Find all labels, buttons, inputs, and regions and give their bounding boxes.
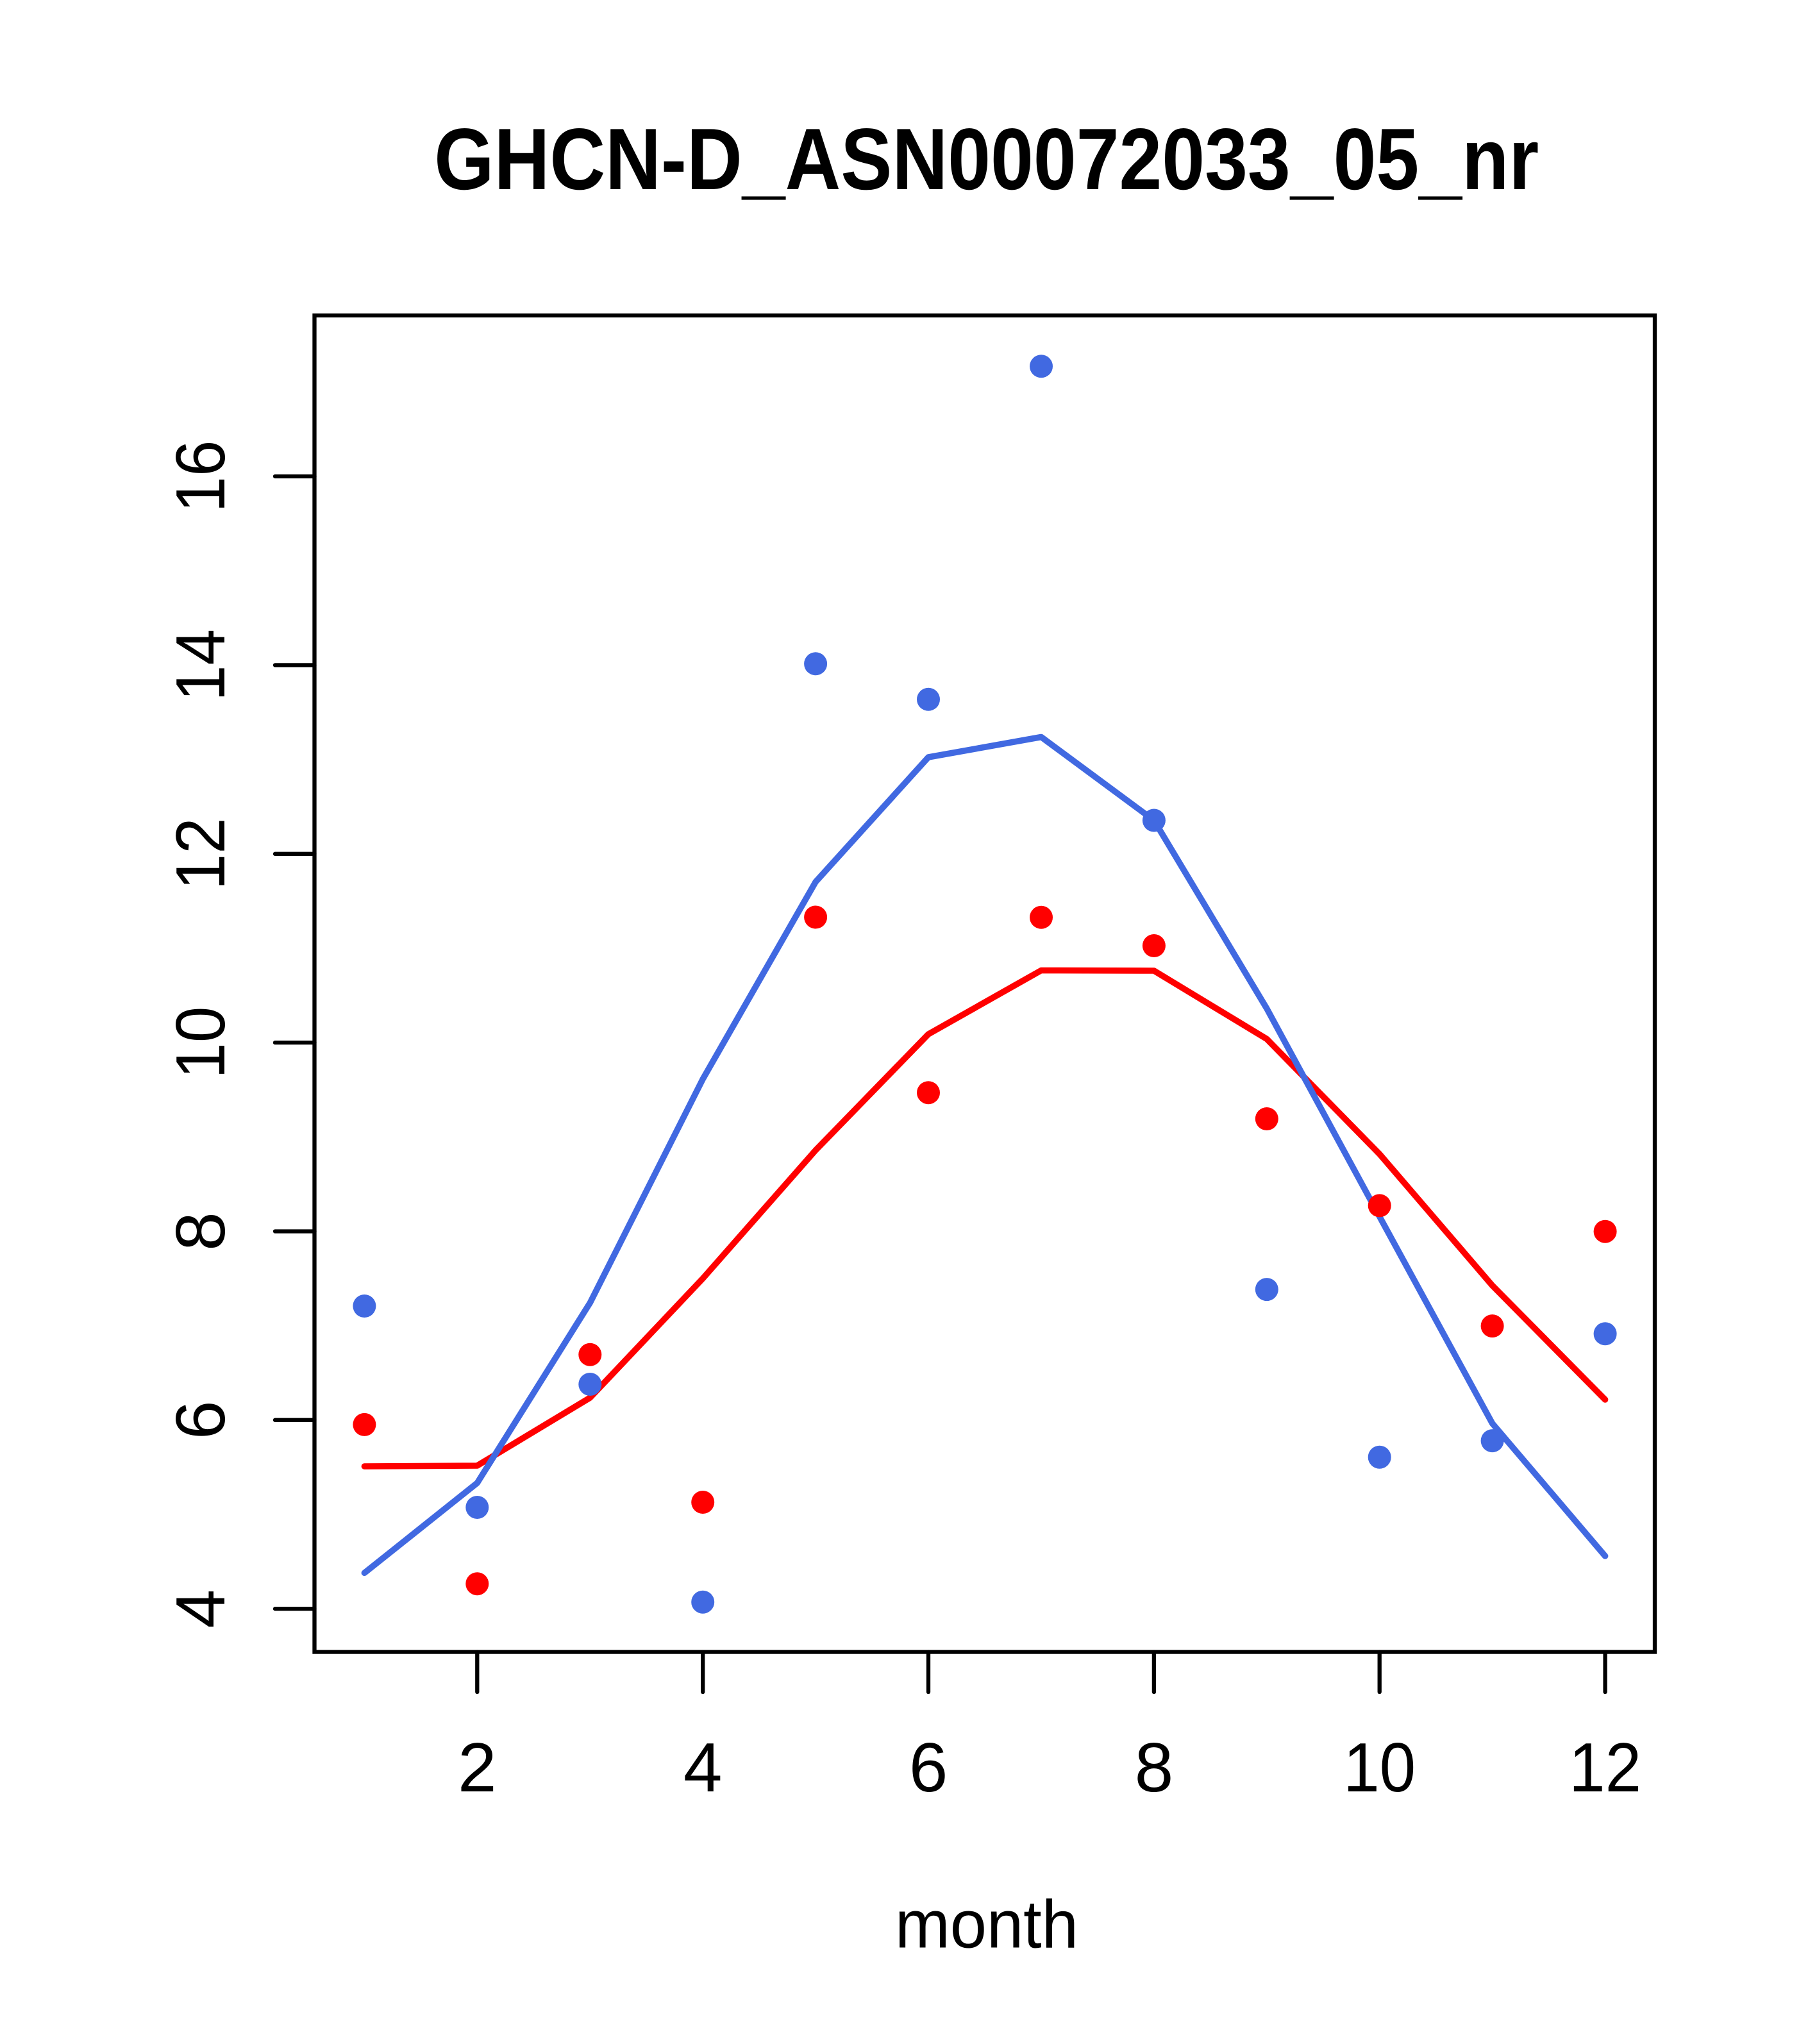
svg-text:month: month <box>895 1887 1078 1963</box>
svg-text:2: 2 <box>458 1729 497 1807</box>
svg-text:10: 10 <box>1343 1729 1416 1807</box>
svg-text:6: 6 <box>162 1400 240 1439</box>
svg-text:GHCN-D_ASN00072033_05_nr: GHCN-D_ASN00072033_05_nr <box>434 110 1539 208</box>
svg-text:6: 6 <box>909 1729 948 1807</box>
svg-text:12: 12 <box>1569 1729 1641 1807</box>
svg-text:8: 8 <box>162 1212 240 1251</box>
svg-text:4: 4 <box>683 1729 723 1807</box>
svg-text:12: 12 <box>162 817 240 890</box>
svg-text:16: 16 <box>162 440 240 513</box>
svg-text:14: 14 <box>162 629 240 701</box>
svg-text:10: 10 <box>162 1007 240 1079</box>
svg-text:4: 4 <box>162 1589 240 1629</box>
svg-text:8: 8 <box>1135 1729 1174 1807</box>
